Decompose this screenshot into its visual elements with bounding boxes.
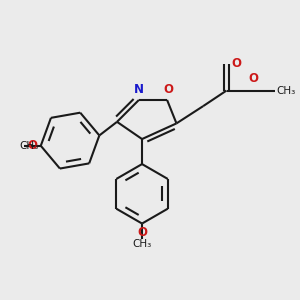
Text: CH₃: CH₃ xyxy=(277,85,296,95)
Text: O: O xyxy=(248,72,258,85)
Text: CH₃: CH₃ xyxy=(19,141,38,151)
Text: O: O xyxy=(231,57,241,70)
Text: O: O xyxy=(164,83,174,96)
Text: O: O xyxy=(137,226,147,239)
Text: N: N xyxy=(134,83,144,96)
Text: O: O xyxy=(27,139,37,152)
Text: CH₃: CH₃ xyxy=(132,239,152,249)
